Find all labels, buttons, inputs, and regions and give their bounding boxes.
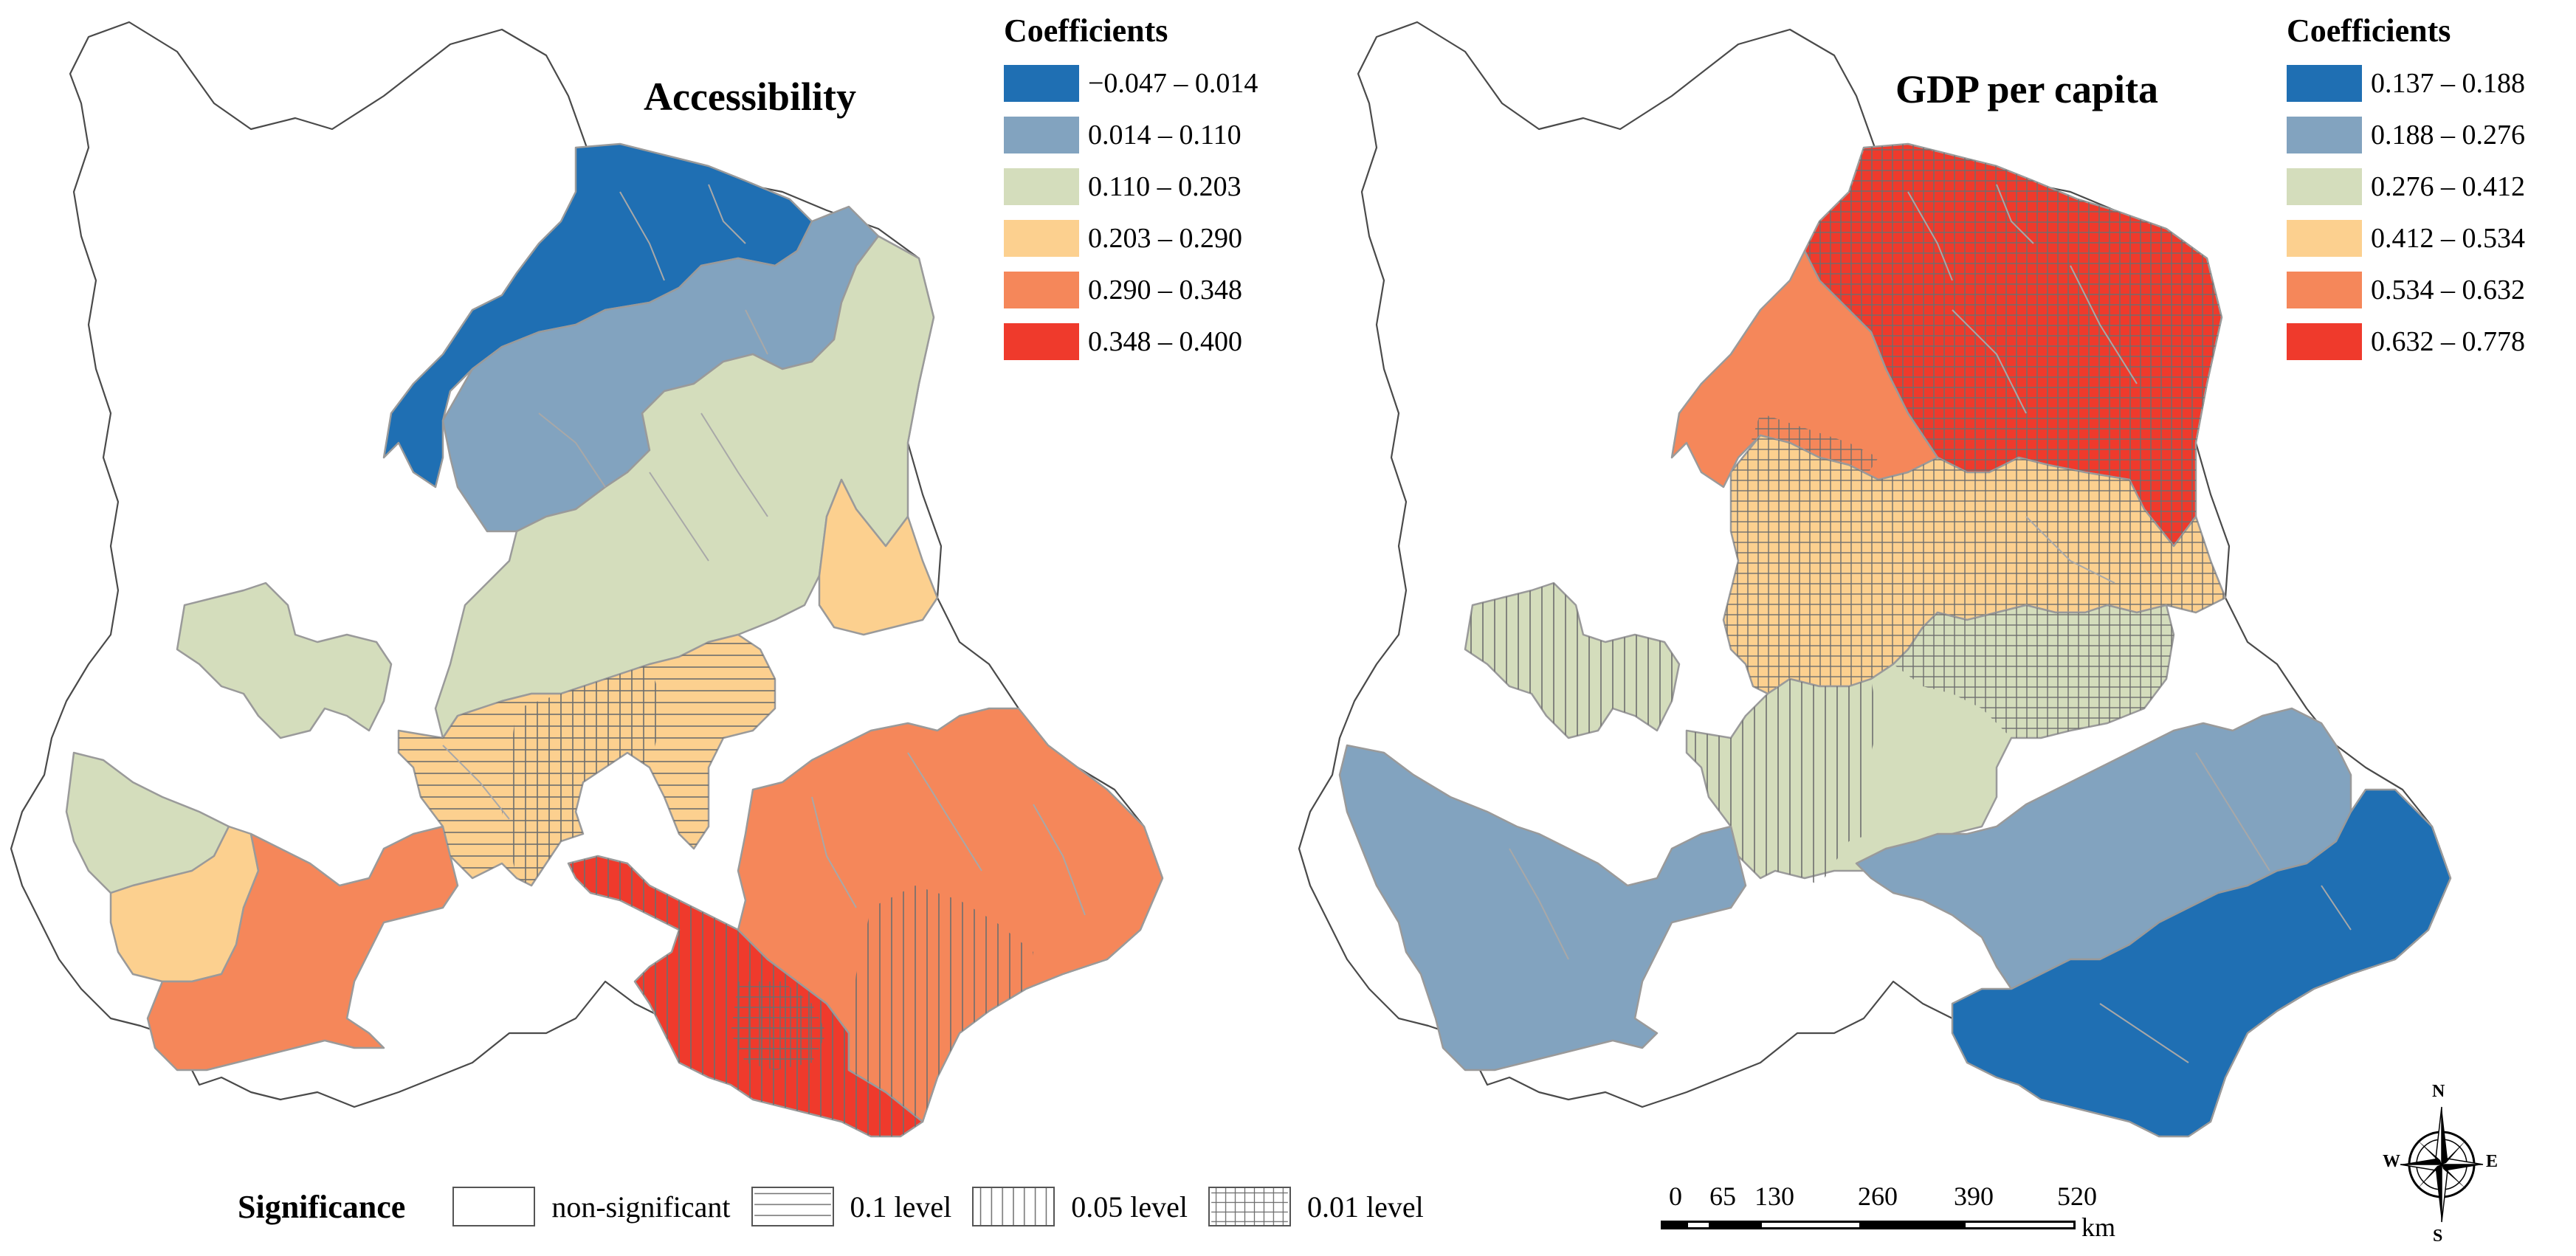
- legend-label: 0.534 – 0.632: [2371, 275, 2525, 306]
- legend-swatch: [1004, 323, 1079, 360]
- legend-label: 0.348 – 0.400: [1088, 326, 1242, 357]
- accessibility-map: [10, 21, 1164, 1138]
- legend-accessibility: Coefficients −0.047 – 0.014 0.014 – 0.11…: [1004, 12, 1258, 371]
- scale-segment: [1963, 1221, 2076, 1229]
- scale-segment: [1862, 1221, 1963, 1229]
- legend-label: 0.276 – 0.412: [2371, 171, 2525, 202]
- region-class-3b: [176, 582, 393, 739]
- choropleth-regions: [65, 142, 1164, 1138]
- region-class-4: [818, 478, 939, 636]
- scale-segment: [1760, 1221, 1862, 1229]
- scale-tick-label: 390: [1954, 1181, 1994, 1211]
- significance-item-0-05: 0.05 level: [972, 1187, 1188, 1226]
- legend-item: 0.188 – 0.276: [2287, 113, 2525, 157]
- legend-swatch: [2287, 323, 2362, 360]
- north-arrow-compass: N S W E: [2368, 1082, 2508, 1248]
- scale-segment: [1711, 1221, 1760, 1229]
- legend-label: −0.047 – 0.014: [1088, 68, 1258, 99]
- legend-swatch: [1004, 220, 1079, 257]
- legend-item: 0.290 – 0.348: [1004, 268, 1258, 312]
- legend-item: 0.632 – 0.778: [2287, 320, 2525, 364]
- compass-west: W: [2383, 1152, 2400, 1171]
- legend-swatch: [1004, 168, 1079, 205]
- scale-segment: [1686, 1221, 1711, 1229]
- scale-tick-label: 65: [1709, 1181, 1736, 1211]
- map-title-gdp-per-capita: GDP per capita: [1895, 67, 2158, 111]
- significance-title: Significance: [238, 1188, 406, 1225]
- region-class-1: [1951, 788, 2452, 1138]
- significance-label: 0.05 level: [1071, 1190, 1188, 1224]
- legend-swatch: [1004, 65, 1079, 102]
- legend-item: 0.534 – 0.632: [2287, 268, 2525, 312]
- legend-item: 0.412 – 0.534: [2287, 216, 2525, 260]
- scale-bar: 0 65 130 260 390 520 km: [1655, 1181, 2135, 1247]
- compass-rose-icon: [2400, 1106, 2484, 1223]
- legend-label: 0.203 – 0.290: [1088, 223, 1242, 254]
- legend-heading: Coefficients: [2287, 13, 2451, 49]
- compass-east: E: [2486, 1152, 2498, 1171]
- scale-tick-label: 520: [2057, 1181, 2097, 1211]
- legend-item: 0.276 – 0.412: [2287, 165, 2525, 209]
- pattern-horizontal-swatch: [751, 1187, 834, 1226]
- legend-label: 0.188 – 0.276: [2371, 120, 2525, 151]
- pattern-grid-swatch: [1208, 1187, 1291, 1226]
- legend-item: 0.348 – 0.400: [1004, 320, 1258, 364]
- compass-north: N: [2432, 1082, 2445, 1101]
- legend-swatch: [2287, 65, 2362, 102]
- scale-tick-label: 130: [1754, 1181, 1794, 1211]
- legend-item: 0.203 – 0.290: [1004, 216, 1258, 260]
- legend-label: 0.632 – 0.778: [2371, 326, 2525, 357]
- legend-item: −0.047 – 0.014: [1004, 61, 1258, 106]
- significance-label: non-significant: [551, 1190, 731, 1224]
- legend-swatch: [2287, 272, 2362, 308]
- significance-legend: Significance non-significant 0.1 level 0…: [238, 1187, 1444, 1226]
- legend-swatch: [2287, 117, 2362, 153]
- scale-tick-label: 260: [1858, 1181, 1898, 1211]
- legend-item: 0.137 – 0.188: [2287, 61, 2525, 106]
- legend-heading: Coefficients: [1004, 13, 1168, 49]
- legend-label: 0.290 – 0.348: [1088, 275, 1242, 306]
- compass-south: S: [2433, 1226, 2443, 1246]
- significance-label: 0.01 level: [1306, 1190, 1424, 1224]
- internal-boundaries: [1509, 184, 2352, 1063]
- legend-label: 0.412 – 0.534: [2371, 223, 2525, 254]
- legend-label: 0.014 – 0.110: [1088, 120, 1241, 151]
- scale-segment: [1661, 1221, 1686, 1229]
- legend-label: 0.137 – 0.188: [2371, 68, 2525, 99]
- legend-swatch: [2287, 168, 2362, 205]
- significance-item-0-1: 0.1 level: [751, 1187, 952, 1226]
- scale-tick-label: 0: [1669, 1181, 1682, 1211]
- significance-item-none: non-significant: [452, 1187, 731, 1226]
- significance-label: 0.1 level: [850, 1190, 952, 1224]
- legend-label: 0.110 – 0.203: [1088, 171, 1241, 202]
- region-class-1: [382, 142, 813, 489]
- map-title-accessibility: Accessibility: [644, 75, 856, 119]
- gdp-per-capita-map: [1298, 21, 2452, 1138]
- legend-swatch: [2287, 220, 2362, 257]
- legend-swatch: [1004, 272, 1079, 308]
- legend-gdp-per-capita: Coefficients 0.137 – 0.188 0.188 – 0.276…: [2287, 12, 2525, 371]
- region-class-5: [146, 825, 459, 1072]
- pattern-vertical-swatch: [972, 1187, 1055, 1226]
- choropleth-regions: [1338, 142, 2452, 1138]
- internal-boundaries: [442, 184, 1086, 916]
- pattern-none-swatch: [452, 1187, 536, 1226]
- significance-item-0-01: 0.01 level: [1208, 1187, 1424, 1226]
- legend-swatch: [1004, 117, 1079, 153]
- scale-unit: km: [2081, 1212, 2116, 1242]
- legend-item: 0.110 – 0.203: [1004, 165, 1258, 209]
- legend-item: 0.014 – 0.110: [1004, 113, 1258, 157]
